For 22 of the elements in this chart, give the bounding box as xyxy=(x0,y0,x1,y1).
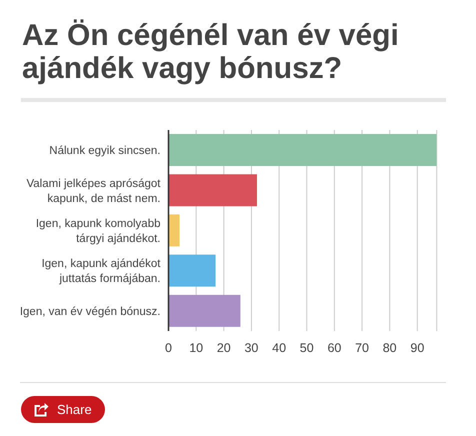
bar xyxy=(168,254,216,287)
x-tick-label: 30 xyxy=(244,340,258,355)
x-tick-label: 60 xyxy=(327,340,342,355)
x-tick-label: 0 xyxy=(165,340,172,355)
x-tick-label: 10 xyxy=(189,340,204,355)
x-tick-label: 50 xyxy=(300,340,314,355)
bar xyxy=(168,214,180,246)
y-tick-label: Nálunk egyik sincsen. xyxy=(49,145,160,158)
x-tick-label: 90 xyxy=(410,340,424,355)
x-tick-label: 80 xyxy=(382,340,397,355)
x-tick-label: 40 xyxy=(272,340,286,355)
share-button: Share xyxy=(21,396,105,423)
y-tick-label: Igen, kapunk ajándékot juttatás formájában. xyxy=(42,258,162,286)
y-tick-label: Igen, van év végén bónusz. xyxy=(20,306,160,318)
y-tick-label: Igen, kapunk komolyabb tárgyi ajándékot. xyxy=(36,218,160,246)
bar xyxy=(168,294,240,327)
bar xyxy=(168,174,257,206)
chart-title: Az Ön cégénél van év végi ajándék vagy bónusz? xyxy=(22,19,400,85)
y-tick-label: Valami jelképes apróságot kapunk, de mást nem. xyxy=(26,178,162,205)
x-tick-label: 70 xyxy=(355,340,370,355)
x-tick-label: 20 xyxy=(216,340,231,355)
bar xyxy=(168,134,437,166)
